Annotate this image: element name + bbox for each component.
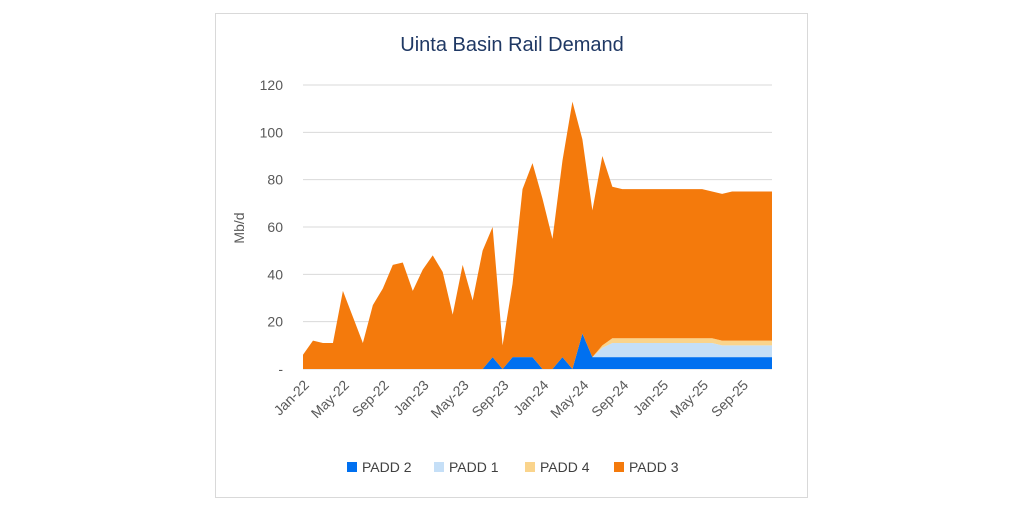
- x-tick-label: May-24: [547, 377, 591, 421]
- area-padd-2: [303, 333, 772, 369]
- y-tick-label: -: [278, 361, 283, 377]
- y-tick-label: 40: [267, 266, 283, 282]
- legend-swatch: [434, 462, 444, 472]
- y-tick-label: 80: [267, 172, 283, 188]
- legend-swatch: [525, 462, 535, 472]
- y-axis-ticks: - 20 40 60 80 100 120: [260, 77, 284, 377]
- area-padd-3: [303, 101, 772, 369]
- x-tick-label: May-25: [667, 377, 711, 421]
- x-tick-label: May-23: [427, 377, 471, 421]
- x-tick-label: Sep-23: [468, 377, 511, 420]
- x-tick-label: Sep-25: [708, 377, 751, 420]
- legend-label: PADD 2: [362, 459, 412, 475]
- legend-label: PADD 4: [540, 459, 590, 475]
- chart-canvas: Uinta Basin Rail Demand Mb/d - 20 40 60 80 10…: [231, 34, 772, 475]
- legend-swatch: [347, 462, 357, 472]
- y-tick-label: 120: [260, 77, 284, 93]
- y-axis-label: Mb/d: [231, 212, 247, 243]
- x-axis-ticks: Jan-22May-22Sep-22Jan-23May-23Sep-23Jan-…: [270, 377, 751, 421]
- plot-area: [303, 101, 772, 369]
- y-tick-label: 60: [267, 219, 283, 235]
- x-tick-label: Jan-25: [630, 377, 672, 419]
- y-tick-label: 20: [267, 314, 283, 330]
- chart-title: Uinta Basin Rail Demand: [400, 34, 623, 56]
- y-tick-label: 100: [260, 124, 284, 140]
- legend-label: PADD 3: [629, 459, 679, 475]
- x-tick-label: May-22: [308, 377, 352, 421]
- area-padd-1: [303, 333, 772, 369]
- chart-frame: Uinta Basin Rail Demand Mb/d - 20 40 60 80 10…: [215, 13, 808, 498]
- x-tick-label: Sep-24: [588, 377, 631, 420]
- x-tick-label: Jan-24: [510, 377, 552, 419]
- x-tick-label: Jan-23: [390, 377, 432, 419]
- legend: PADD 2 PADD 1 PADD 4 PADD 3: [347, 459, 679, 475]
- x-tick-label: Sep-22: [349, 377, 392, 420]
- legend-swatch: [614, 462, 624, 472]
- x-tick-label: Jan-22: [270, 377, 312, 419]
- legend-label: PADD 1: [449, 459, 499, 475]
- area-padd-4: [303, 333, 772, 369]
